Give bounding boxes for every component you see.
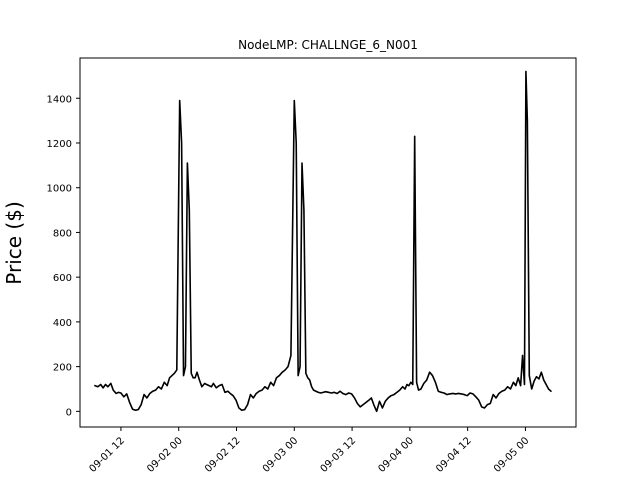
- plot-frame: [79, 57, 577, 428]
- y-axis-ticks: 0 200 400 600 800 1000 1200 1400: [47, 94, 80, 418]
- x-tick-label: 09-03 12: [319, 435, 359, 475]
- chart-title: NodeLMP: CHALLNGE_6_N001: [238, 38, 418, 52]
- y-tick-label: 1400: [47, 94, 72, 105]
- y-tick-label: 1200: [47, 139, 72, 150]
- x-tick-label: 09-01 12: [87, 435, 127, 475]
- y-tick-label: 400: [53, 318, 72, 329]
- x-axis-ticks: 09-01 12 09-02 00 09-02 12 09-03 00 09-03 12…: [87, 427, 532, 475]
- y-tick-label: 0: [66, 407, 72, 418]
- y-tick-label: 200: [53, 363, 72, 374]
- y-tick-label: 1000: [47, 184, 72, 195]
- x-tick-label: 09-04 12: [434, 435, 474, 475]
- x-tick-label: 09-05 00: [492, 435, 532, 475]
- y-axis-label: Price ($): [2, 201, 26, 284]
- x-tick-label: 09-02 12: [203, 435, 243, 475]
- y-tick-label: 600: [53, 273, 72, 284]
- x-tick-label: 09-02 00: [145, 435, 185, 475]
- x-tick-label: 09-04 00: [376, 435, 416, 475]
- y-tick-label: 800: [53, 228, 72, 239]
- x-tick-label: 09-03 00: [261, 435, 301, 475]
- price-series-line: [94, 70, 552, 413]
